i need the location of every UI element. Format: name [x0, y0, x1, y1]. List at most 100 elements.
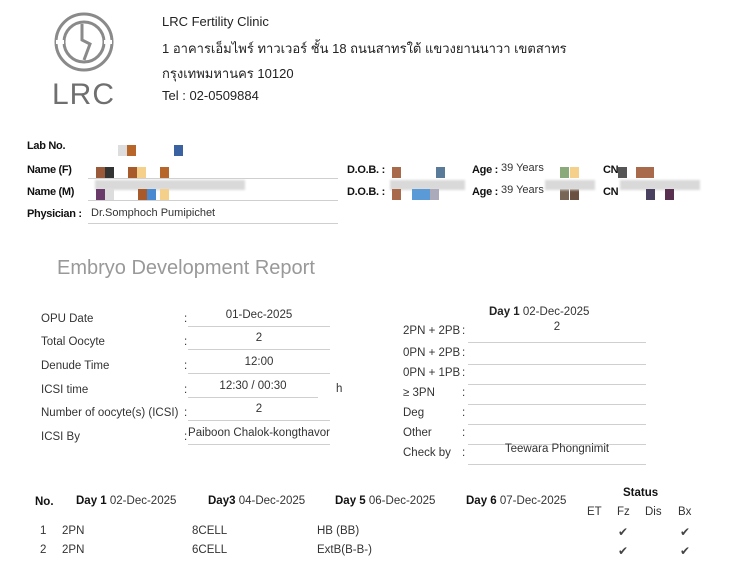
redacted-block [570, 189, 579, 200]
day1-underline [468, 444, 646, 445]
redacted-block [392, 167, 401, 178]
redacted-block [618, 167, 627, 178]
check-icon: ✔ [618, 525, 629, 539]
redacted-block [665, 189, 674, 200]
procedure-colon: : [184, 384, 188, 396]
redacted-block [570, 167, 579, 178]
procedure-unit: h [336, 383, 343, 395]
table-header-day: Day 1 02-Dec-2025 [76, 495, 176, 507]
check-icon: ✔ [618, 544, 629, 558]
procedure-colon: : [184, 313, 188, 325]
procedure-colon: : [184, 360, 188, 372]
table-header-no: No. [35, 496, 54, 508]
table-header-day: Day 5 06-Dec-2025 [335, 495, 435, 507]
physician-underline [88, 223, 338, 224]
embryo-no: 1 [40, 525, 47, 537]
redacted-blur [95, 180, 245, 190]
day1-colon: : [462, 387, 466, 399]
procedure-colon: : [184, 336, 188, 348]
redacted-block [430, 189, 439, 200]
day-label: Day3 [208, 495, 236, 507]
day1-label: 0PN + 2PB [403, 347, 461, 359]
embryo-day5: HB (BB) [317, 525, 360, 537]
day1-value: Teewara Phongnimit [504, 443, 610, 455]
redacted-blur [545, 180, 595, 190]
redacted-block [128, 167, 137, 178]
redacted-blur [620, 180, 700, 190]
lab-no-label: Lab No. [27, 140, 66, 152]
physician-value: Dr.Somphoch Pumipichet [91, 207, 216, 219]
procedure-colon: : [184, 407, 188, 419]
embryo-day5: ExtB(B-B-) [317, 544, 372, 556]
embryo-day1: 2PN [62, 544, 85, 556]
procedure-value: 2 [255, 332, 263, 344]
day1-colon: : [462, 347, 466, 359]
day1-underline [468, 364, 646, 365]
redacted-block [636, 167, 654, 178]
day1-label: 2PN + 2PB [403, 325, 461, 337]
physician-label: Physician : [27, 208, 82, 220]
table-header-day: Day 6 07-Dec-2025 [466, 495, 566, 507]
procedure-label: Number of oocyte(s) (ICSI) [41, 407, 179, 419]
redacted-block [105, 189, 114, 200]
day1-label: ≥ 3PN [403, 387, 435, 399]
day1-underline [468, 464, 646, 465]
day-date: 02-Dec-2025 [109, 495, 177, 507]
day1-heading: Day 1 02-Dec-2025 [489, 306, 589, 318]
clinic-address-line1: 1 อาคารเอ็มไพร์ ทาวเวอร์ ชั้น 18 ถนนสาทร… [162, 41, 567, 56]
day1-colon: : [462, 427, 466, 439]
redacted-block [137, 167, 146, 178]
age-f-label: Age : [472, 164, 499, 176]
check-icon: ✔ [680, 525, 691, 539]
procedure-value: Paiboon Chalok-kongthavor [188, 427, 330, 439]
clinic-address-line2: กรุงเทพมหานคร 10120 [162, 66, 294, 81]
cn-m-label: CN [603, 186, 619, 198]
table-header-day: Day3 04-Dec-2025 [208, 495, 305, 507]
logo-icon [54, 12, 114, 72]
redacted-block [646, 189, 655, 200]
age-m-label: Age : [472, 186, 499, 198]
day1-underline [468, 404, 646, 405]
day-label: Day 1 [76, 495, 107, 507]
day-date: 04-Dec-2025 [238, 495, 306, 507]
day1-underline [468, 384, 646, 385]
procedure-label: Denude Time [41, 360, 110, 372]
redacted-block [412, 189, 430, 200]
redacted-block [560, 189, 569, 200]
status-col-header: Fz [617, 506, 630, 518]
day1-colon: : [462, 325, 466, 337]
day-label: Day 6 [466, 495, 497, 507]
redacted-block [105, 167, 114, 178]
check-icon: ✔ [680, 544, 691, 558]
dob-m-label: D.O.B. : [347, 186, 385, 198]
procedure-underline [188, 444, 330, 445]
redacted-block [127, 145, 136, 156]
redacted-block [118, 145, 127, 156]
clinic-name: LRC Fertility Clinic [162, 14, 269, 29]
age-m-value: 39 Years [501, 184, 544, 196]
redacted-block [96, 167, 105, 178]
status-col-header: Dis [645, 506, 662, 518]
status-col-header: Bx [678, 506, 692, 518]
procedure-underline [188, 397, 318, 398]
report-title: Embryo Development Report [57, 257, 315, 279]
redacted-block [96, 189, 105, 200]
procedure-value: 2 [255, 403, 263, 415]
cn-f-label: CN [603, 164, 619, 176]
procedure-colon: : [184, 431, 188, 443]
redacted-block [160, 167, 169, 178]
day-label: Day 5 [335, 495, 366, 507]
redacted-block [560, 167, 569, 178]
day1-underline [468, 342, 646, 343]
day1-value: 2 [553, 321, 561, 333]
procedure-value: 12:30 / 00:30 [219, 380, 287, 392]
day1-colon: : [462, 407, 466, 419]
day1-heading-date: 02-Dec-2025 [522, 306, 590, 318]
day-date: 07-Dec-2025 [499, 495, 567, 507]
procedure-value: 12:00 [244, 356, 274, 368]
procedure-label: Total Oocyte [41, 336, 105, 348]
day1-heading-day: Day 1 [489, 306, 520, 318]
dob-f-label: D.O.B. : [347, 164, 385, 176]
day1-colon: : [462, 367, 466, 379]
embryo-day3: 8CELL [192, 525, 228, 537]
